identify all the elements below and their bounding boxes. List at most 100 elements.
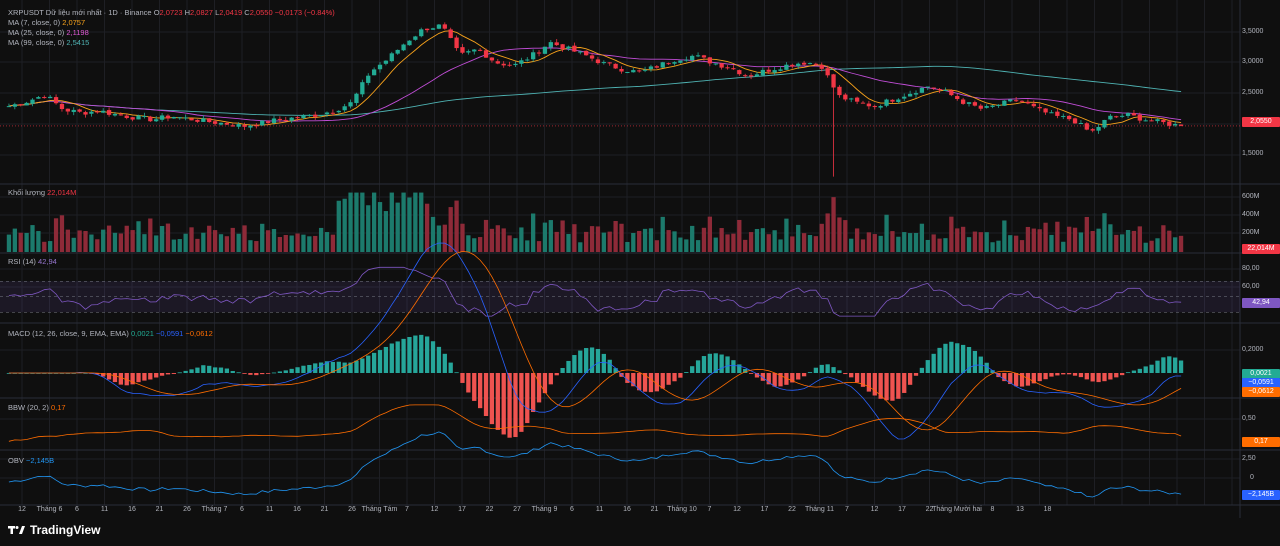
candle xyxy=(59,103,65,110)
candle xyxy=(377,64,383,70)
open-value: 2,0723 xyxy=(159,8,183,17)
macd-histogram-bar xyxy=(1025,373,1031,386)
macd-histogram-bar xyxy=(642,373,648,392)
macd-histogram-bar xyxy=(737,364,742,373)
macd-histogram-bar xyxy=(790,373,795,383)
macd-histogram-bar xyxy=(507,373,512,438)
volume-bar xyxy=(831,197,836,252)
macd-histogram-bar xyxy=(177,372,182,374)
symbol-title[interactable]: XRPUSDT Dữ liệu mới nhất · 1D · Binance xyxy=(8,8,152,17)
tradingview-logo[interactable]: TradingView xyxy=(8,523,100,537)
ma25-legend[interactable]: MA (25, close, 0) 2,1198 xyxy=(8,28,89,37)
macd-histogram-bar xyxy=(572,355,577,373)
candle xyxy=(124,115,129,118)
candle xyxy=(678,60,683,63)
candle xyxy=(536,52,542,54)
macd-histogram-bar xyxy=(124,373,129,386)
obv-legend[interactable]: OBV −2,145B xyxy=(8,456,55,465)
volume-bar xyxy=(112,232,118,252)
macd-histogram-bar xyxy=(289,368,294,373)
volume-bar xyxy=(242,225,247,252)
candle xyxy=(1037,107,1042,109)
candle xyxy=(813,63,819,65)
volume-bar xyxy=(519,227,524,252)
macd-histogram-bar xyxy=(1167,356,1172,373)
macd-histogram-bar xyxy=(271,372,277,374)
volume-bar xyxy=(972,231,978,252)
volume-bar xyxy=(501,228,506,252)
candle xyxy=(1043,108,1048,113)
change-value: −0,0173 (−0.84%) xyxy=(274,8,335,17)
chart-canvas[interactable]: 12 Tháng 6 6 11 16 21 26 Tháng 7 6 11 16 21 26 Tháng … xyxy=(0,0,1280,518)
volume-bar xyxy=(572,224,577,252)
volume-bar xyxy=(1114,234,1119,252)
volume-bar xyxy=(1096,228,1101,252)
volume-bar xyxy=(866,232,872,252)
macd-histogram-bar xyxy=(436,346,442,373)
volume-bar xyxy=(295,233,300,252)
candle xyxy=(1084,123,1089,130)
macd-histogram-bar xyxy=(466,373,471,393)
candle xyxy=(695,55,701,57)
macd-histogram-bar xyxy=(996,373,1001,378)
macd-histogram-bar xyxy=(224,368,230,373)
volume-bar xyxy=(584,231,589,252)
candle xyxy=(501,63,506,66)
macd-histogram-bar xyxy=(760,373,766,381)
volume-bar xyxy=(1013,235,1019,252)
candle xyxy=(890,99,895,102)
macd-histogram-bar xyxy=(1067,373,1072,375)
volume-legend[interactable]: Khối lượng 22,014M xyxy=(8,188,77,197)
candle xyxy=(578,51,583,53)
macd-legend[interactable]: MACD (12, 26, close, 9, EMA, EMA) 0,0021… xyxy=(8,329,213,338)
candle xyxy=(1061,115,1066,117)
volume-bar xyxy=(71,237,76,252)
candle xyxy=(189,118,194,121)
candle xyxy=(849,98,854,100)
candle xyxy=(1049,112,1054,114)
candle xyxy=(1096,126,1101,131)
macd-histogram-bar xyxy=(778,373,783,387)
macd-histogram-bar xyxy=(825,364,830,373)
macd-histogram-bar xyxy=(1084,373,1089,380)
macd-histogram-bar xyxy=(472,373,477,401)
candle xyxy=(42,97,47,99)
time-axis-label: Tháng Mười hai xyxy=(932,506,982,513)
macd-histogram-bar xyxy=(919,367,925,373)
volume-bar xyxy=(354,192,359,252)
candle xyxy=(519,60,524,64)
time-axis-label: 22 xyxy=(788,506,796,513)
volume-bar xyxy=(660,216,665,252)
volume-bar xyxy=(890,231,895,252)
candle xyxy=(407,40,412,46)
time-axis-label: Tháng 6 xyxy=(37,506,63,513)
macd-histogram-bar xyxy=(207,365,212,373)
time-axis-label: 17 xyxy=(761,506,769,513)
candle xyxy=(690,55,695,61)
volume-bar xyxy=(1008,235,1013,252)
ma99-legend[interactable]: MA (99, close, 0) 2,5415 xyxy=(8,38,90,47)
macd-histogram-bar xyxy=(401,338,406,373)
candle xyxy=(1031,103,1036,107)
volume-bar xyxy=(566,234,571,252)
volume-bar xyxy=(513,238,518,252)
rsi-legend[interactable]: RSI (14) 42,94 xyxy=(8,257,57,266)
macd-histogram-bar xyxy=(637,373,642,391)
candle xyxy=(389,53,394,62)
ma7-legend[interactable]: MA (7, close, 0) 2,0757 xyxy=(8,18,86,27)
candle xyxy=(1067,115,1072,120)
candle xyxy=(554,42,559,46)
macd-histogram-bar xyxy=(1072,373,1078,376)
macd-histogram-bar xyxy=(807,372,813,373)
bbw-legend[interactable]: BBW (20, 2) 0,17 xyxy=(8,403,66,412)
time-axis-label: 12 xyxy=(871,506,879,513)
candle xyxy=(472,49,477,52)
candle xyxy=(860,102,866,104)
time-axis-label: 7 xyxy=(405,506,409,513)
candle xyxy=(24,102,29,106)
candle xyxy=(1072,118,1078,124)
volume-bar xyxy=(1084,216,1089,252)
volume-bar xyxy=(201,232,206,252)
candle xyxy=(430,28,436,30)
time-axis-label: Tháng 11 xyxy=(805,506,834,513)
